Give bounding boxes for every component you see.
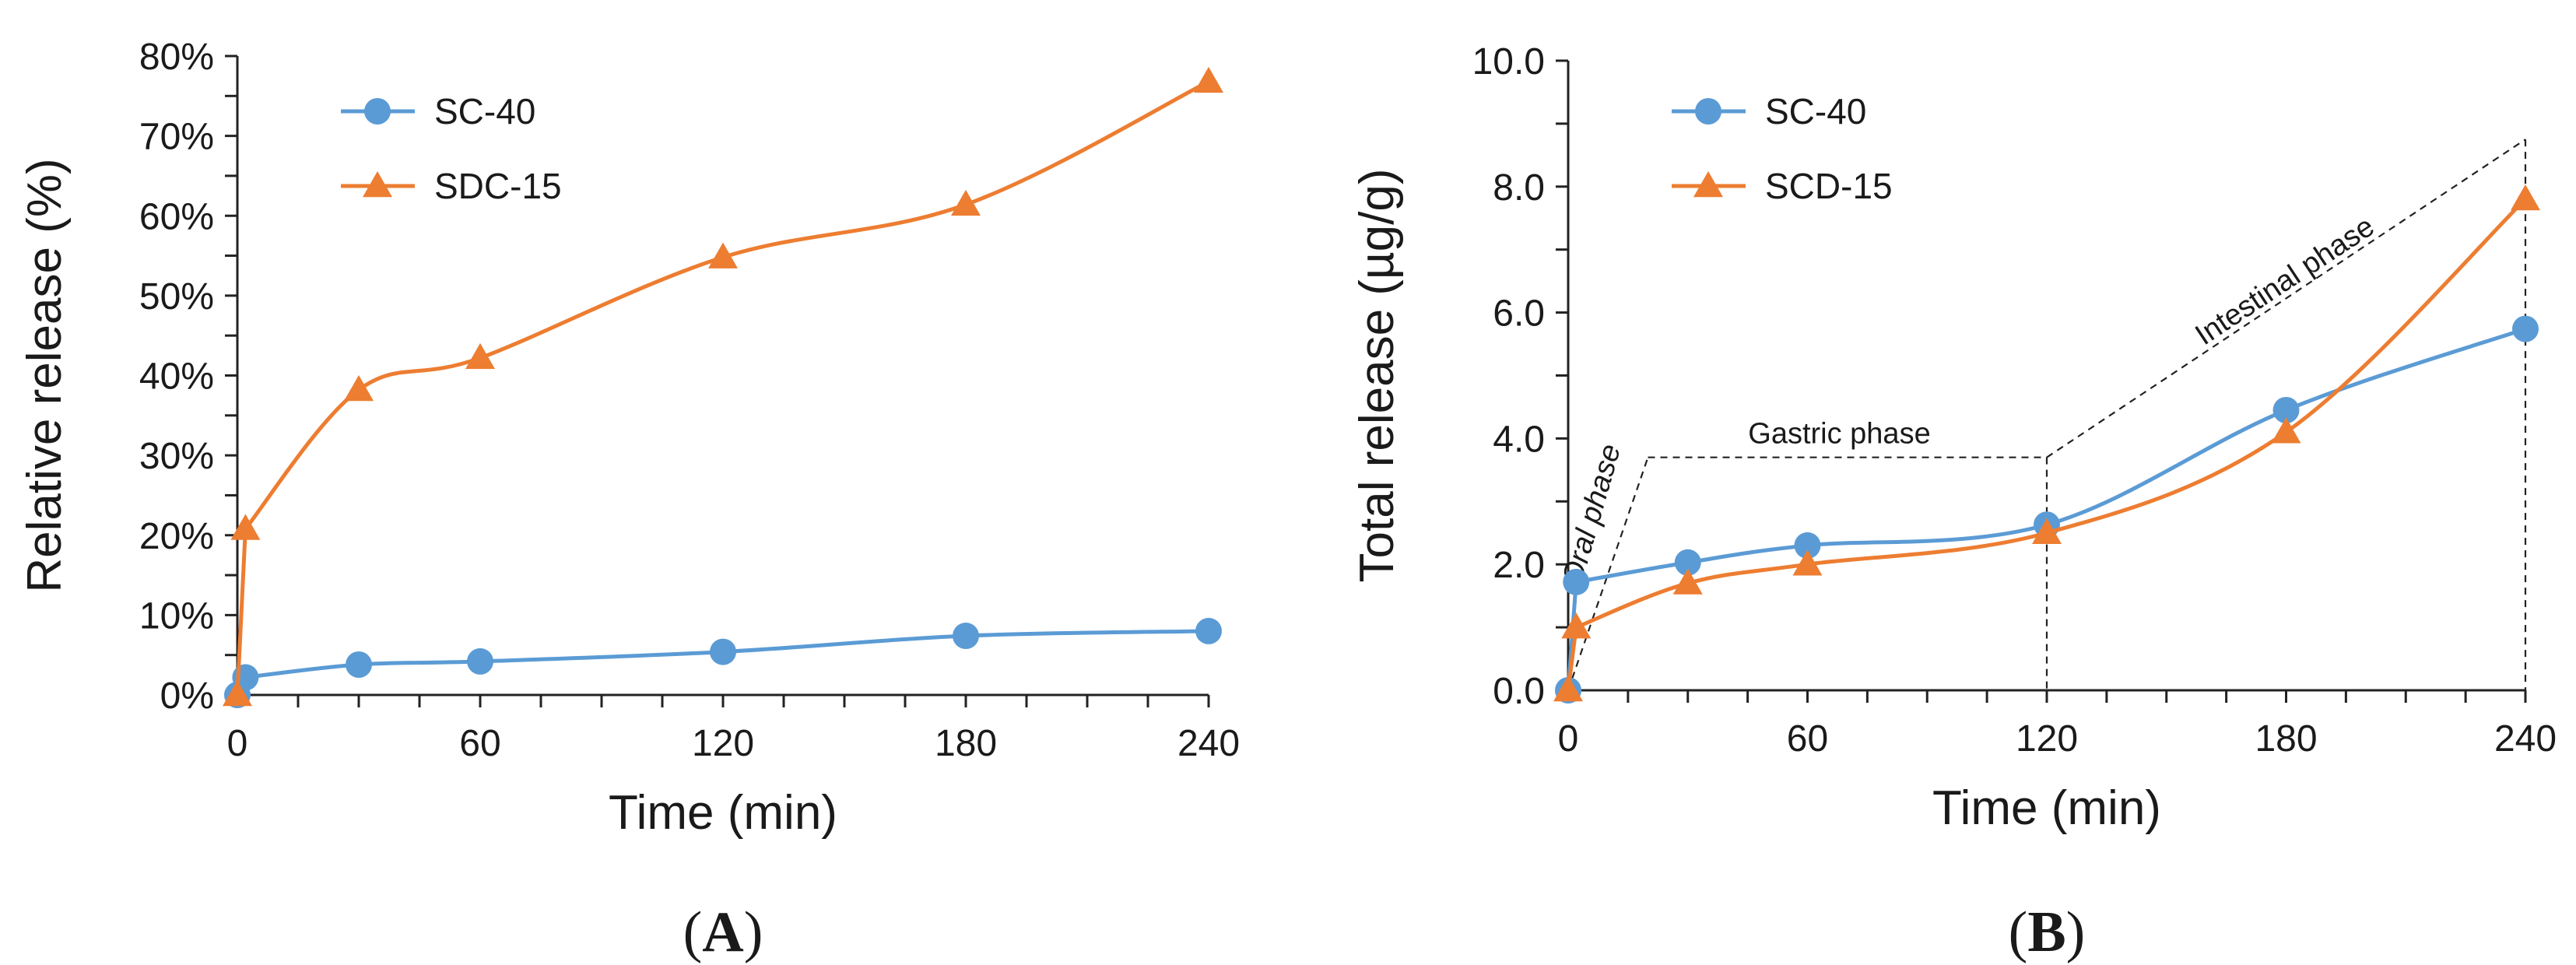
data-point-sdc-15 (1194, 66, 1223, 93)
x-tick-label: 240 (2494, 718, 2557, 760)
annotation-intestinal-phase: Intestinal phase (2190, 210, 2381, 352)
x-tick-label: 60 (1787, 718, 1828, 760)
data-point-scd-15 (1553, 676, 1583, 702)
data-point-sc-40 (2512, 315, 2539, 342)
y-tick-label: 6.0 (1493, 293, 1545, 335)
data-point-sdc-15 (708, 242, 738, 268)
data-point-sdc-15 (465, 342, 495, 370)
legend-label-sc-40: SC-40 (434, 91, 535, 132)
y-tick-label: 4.0 (1493, 419, 1545, 460)
y-tick-label: 40% (139, 356, 214, 398)
data-point-scd-15 (2511, 184, 2540, 211)
y-tick-label: 50% (139, 276, 214, 318)
panel-label-letter: A (702, 900, 743, 964)
data-point-sdc-15 (230, 514, 261, 540)
x-tick-label: 120 (2016, 718, 2078, 760)
panel-label-close: ) (744, 900, 763, 964)
data-point-scd-15 (1792, 549, 1823, 576)
data-point-scd-15 (2032, 518, 2062, 544)
data-point-sc-40 (1563, 568, 1590, 595)
data-point-scd-15 (2271, 417, 2301, 444)
series-line-scd-15 (1575, 198, 2527, 630)
x-tick-label: 180 (935, 723, 997, 764)
data-point-sdc-15 (223, 680, 252, 707)
legend-label-sc-40: SC-40 (1765, 91, 1866, 132)
data-point-sc-40 (467, 647, 493, 675)
y-tick-label: 70% (139, 117, 214, 158)
data-point-sc-40 (1195, 617, 1222, 644)
data-point-sc-40 (953, 623, 979, 650)
y-tick-label: 80% (139, 37, 214, 78)
y-tick-label: 8.0 (1493, 167, 1545, 209)
legend-marker-sc-40 (364, 98, 391, 125)
panel-label-open: ( (2009, 900, 2028, 964)
data-point-sc-40 (346, 651, 372, 679)
phase-divider (1567, 457, 1649, 691)
y-tick-label: 0% (160, 676, 214, 717)
panel-label-close: ) (2066, 900, 2086, 964)
panel-label: (A) (683, 900, 763, 964)
data-point-sdc-15 (951, 189, 981, 216)
x-tick-label: 180 (2255, 718, 2317, 760)
data-point-sc-40 (1674, 549, 1701, 576)
panel-label-letter: B (2027, 900, 2065, 964)
x-tick-label: 120 (692, 723, 754, 764)
phase-divider (2046, 139, 2526, 458)
data-point-sc-40 (2272, 396, 2300, 423)
y-tick-label: 2.0 (1493, 545, 1545, 586)
x-tick-label: 60 (459, 723, 500, 764)
data-point-sc-40 (1794, 532, 1821, 559)
legend-label-sdc-15: SDC-15 (434, 166, 562, 206)
panel-label: (B) (2009, 900, 2086, 964)
annotation-gastric-phase: Gastric phase (1748, 418, 1930, 451)
y-tick-label: 60% (139, 196, 214, 237)
x-axis-label: Time (min) (609, 786, 837, 840)
x-tick-label: 0 (1558, 718, 1579, 760)
y-tick-label: 0.0 (1493, 671, 1545, 712)
panel-label-open: ( (683, 900, 703, 964)
annotation-oral-phase: Oral phase (1556, 440, 1628, 588)
x-tick-label: 0 (227, 723, 248, 764)
y-tick-label: 10% (139, 595, 214, 637)
legend-marker-scd-15 (1693, 171, 1723, 198)
chart-b: 0 60 120 180 240 0.0 2.0 4.0 6.0 8.0 10.0 Time (min… (1350, 41, 2557, 964)
x-axis-label: Time (min) (1932, 781, 2161, 835)
y-axis-label: Relative release (%) (18, 158, 72, 592)
y-axis-label: Total release (µg/g) (1350, 169, 1404, 583)
y-tick-label: 30% (139, 436, 214, 477)
legend-marker-sc-40 (1695, 98, 1721, 125)
series-line-sdc-15 (235, 528, 247, 696)
legend-label-scd-15: SCD-15 (1765, 166, 1893, 206)
y-tick-label: 20% (139, 516, 214, 557)
data-point-sdc-15 (344, 374, 374, 402)
data-point-scd-15 (1561, 612, 1592, 639)
y-tick-label: 10.0 (1472, 41, 1545, 82)
x-tick-label: 240 (1177, 723, 1240, 764)
data-point-sc-40 (710, 638, 736, 665)
legend-marker-sdc-15 (363, 171, 392, 198)
series-line-sdc-15 (244, 79, 1210, 531)
chart-a: 0 60 120 180 240 0% 10% 20% 30% 40% 50% 60% 70% 80% Ti… (18, 37, 1240, 964)
data-point-scd-15 (1672, 568, 1703, 595)
